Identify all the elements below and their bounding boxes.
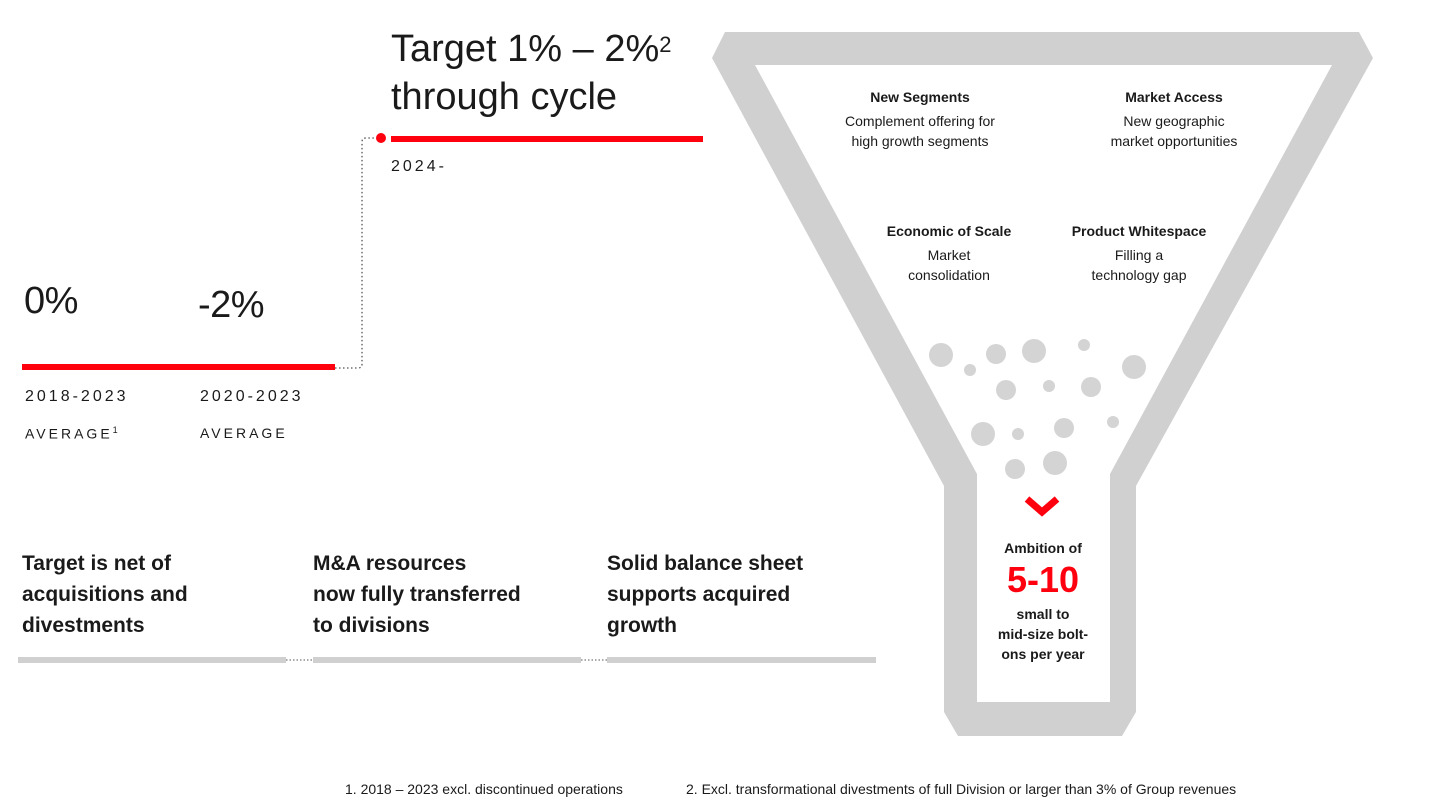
ambition-label: Ambition of — [1004, 540, 1082, 556]
key-point-balance-sheet: Solid balance sheet supports acquired gr… — [607, 552, 804, 637]
historic-period-2018-2023: 2018-2023 — [25, 388, 129, 405]
historic-label-2018-2023: AVERAGE1 — [25, 425, 118, 442]
footnote-marker-2: 2 — [659, 32, 672, 57]
funnel-bubbles — [929, 339, 1146, 479]
target-period: 2024- — [391, 158, 447, 175]
key-point-bar-3 — [607, 657, 876, 663]
funnel-item-new-segments: New Segments Complement offering for hig… — [845, 89, 995, 149]
key-point-resources: M&A resources now fully transferred to d… — [313, 552, 521, 637]
ambition-value: 5-10 — [1006, 559, 1080, 600]
historic-red-bar — [22, 364, 335, 370]
key-point-connectors — [286, 659, 607, 661]
key-point-bar-2 — [313, 657, 581, 663]
historic-value-2020-2023: -2% — [198, 284, 265, 326]
historic-period-2020-2023: 2020-2023 — [200, 388, 304, 405]
funnel-graphic — [712, 32, 1373, 736]
target-line-2: through cycle — [391, 76, 618, 118]
historic-value-2018-2023: 0% — [24, 280, 78, 322]
chevron-down-icon — [1024, 496, 1060, 517]
target-red-bar — [391, 136, 703, 142]
footnote-2: 2. Excl. transformational divestments of… — [686, 781, 1237, 797]
historic-label-2020-2023: AVERAGE — [200, 425, 288, 441]
target-line-1: Target 1% – 2%2 — [391, 28, 672, 70]
step-connector — [335, 133, 386, 369]
key-point-net-target: Target is net of acquisitions and divest… — [22, 552, 188, 637]
footnote-1: 1. 2018 – 2023 excl. discontinued operat… — [345, 781, 623, 797]
footnote-marker-1: 1 — [112, 425, 118, 435]
funnel-item-product-whitespace: Product Whitespace Filling a technology … — [1071, 223, 1207, 283]
funnel-item-economic-of-scale: Economic of Scale Market consolidation — [886, 223, 1012, 283]
ambition-box: Ambition of 5-10 small to mid-size bolt-… — [978, 540, 1108, 664]
funnel-item-market-access: Market Access New geographic market oppo… — [1110, 89, 1238, 149]
key-point-bar-1 — [18, 657, 286, 663]
target-headline: Target 1% – 2%2 through cycle — [391, 25, 672, 121]
dotted-step-line — [335, 137, 381, 369]
target-start-dot — [376, 133, 386, 143]
